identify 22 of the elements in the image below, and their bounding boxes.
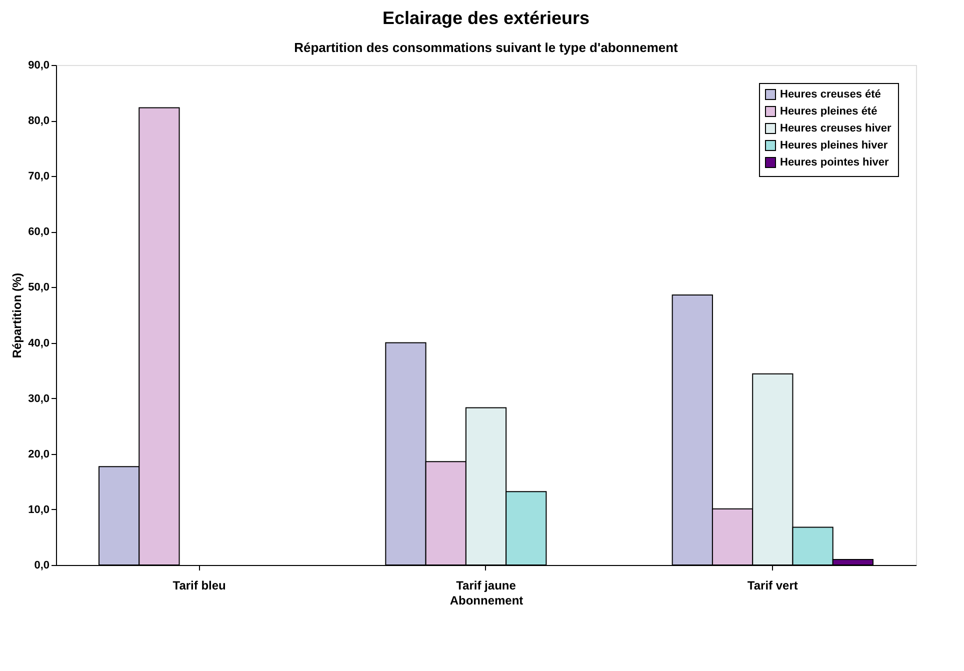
y-tick-label: 20,0 <box>28 448 50 460</box>
y-tick-label: 80,0 <box>28 115 50 128</box>
chart-title: Eclairage des extérieurs <box>382 8 590 28</box>
y-tick-label: 0,0 <box>34 560 50 572</box>
chart-subtitle: Répartition des consommations suivant le type d'abonnement <box>294 40 679 55</box>
y-tick-label: 70,0 <box>28 170 50 183</box>
y-tick-label: 90,0 <box>28 60 50 72</box>
legend-label: Heures creuses hiver <box>780 122 892 134</box>
x-tick-label: Tarif jaune <box>456 578 516 592</box>
y-tick-label: 60,0 <box>28 226 50 238</box>
y-tick-label: 40,0 <box>28 337 50 350</box>
x-axis-title: Abonnement <box>450 594 524 608</box>
legend-label: Heures pleines hiver <box>780 140 888 152</box>
y-tick-label: 10,0 <box>28 504 50 516</box>
y-tick-label: 50,0 <box>28 282 50 294</box>
x-tick-label: Tarif vert <box>747 578 798 592</box>
y-axis-title: Répartition (%) <box>10 272 24 358</box>
legend-label: Heures pleines été <box>780 106 878 118</box>
legend-label: Heures creuses été <box>780 88 881 100</box>
legend-label: Heures pointes hiver <box>780 156 890 168</box>
x-tick-label: Tarif bleu <box>172 578 226 592</box>
y-tick-label: 30,0 <box>28 392 50 405</box>
